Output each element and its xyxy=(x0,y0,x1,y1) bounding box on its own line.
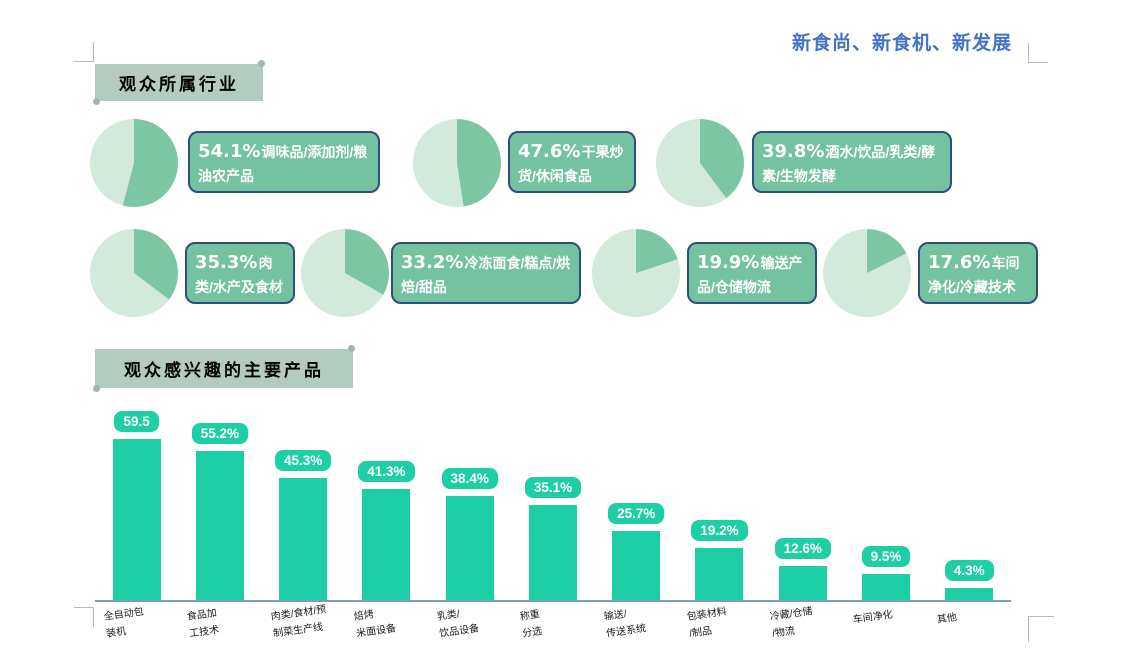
category-label-cell-9: 车间净化 xyxy=(844,609,927,643)
bar-value-badge: 38.4% xyxy=(441,468,498,490)
industry-pie-6 xyxy=(823,229,911,317)
bar-value-badge: 12.6% xyxy=(774,538,831,559)
bar-column-6: 25.7% xyxy=(595,502,678,600)
bar xyxy=(445,496,494,600)
industry-callout-2: 39.8%酒水/饮品/乳类/酵素/生物发酵 xyxy=(752,131,952,193)
text-boundary-mark-top-right xyxy=(1028,43,1048,63)
bar-column-5: 35.1% xyxy=(511,477,594,600)
industry-percent-value: 33.2% xyxy=(401,252,464,273)
bar-value-badge: 35.1% xyxy=(524,477,582,499)
category-label-cell-4: 乳类/ 饮品设备 xyxy=(428,609,511,643)
industry-percent-value: 47.6% xyxy=(518,141,581,162)
bar xyxy=(778,566,827,600)
category-label-cell-5: 称重 分选 xyxy=(511,609,594,643)
category-label: 乳类/ 饮品设备 xyxy=(436,608,480,640)
industry-pie-5 xyxy=(592,229,680,317)
category-label: 全自动包 装机 xyxy=(103,606,145,640)
bar-value-badge: 25.7% xyxy=(608,502,665,524)
industry-label: 肉类/水产及食材 xyxy=(195,255,283,295)
page-slogan: 新食尚、新食机、新发展 xyxy=(791,33,1012,54)
category-label: 冷藏/仓储 /物流 xyxy=(769,606,814,640)
industry-label: 酒水/饮品/乳类/酵素/生物发酵 xyxy=(762,144,936,184)
products-bar-chart: 59.5 55.2% 45.3% 41.3% 38.4% 35.1% 25.7% 19.2% 1… xyxy=(95,398,1011,643)
category-label-cell-1: 食品加 工技术 xyxy=(178,608,261,643)
bar-column-10: 4.3% xyxy=(928,560,1011,600)
category-label-cell-6: 输送/ 传送系统 xyxy=(595,609,678,643)
industry-percent-value: 39.8% xyxy=(762,141,825,162)
industry-pie-2 xyxy=(656,119,744,207)
industry-callout-4: 33.2%冷冻面食/糕点/烘焙/甜品 xyxy=(391,242,581,304)
category-label: 车间净化 xyxy=(852,609,894,626)
bar xyxy=(612,530,661,600)
industry-label: 输送产品/仓储物流 xyxy=(697,255,803,295)
industry-percent-value: 54.1% xyxy=(198,141,261,162)
category-label-cell-0: 全自动包 装机 xyxy=(95,606,178,643)
section-header-products: 观众感兴趣的主要产品 xyxy=(93,345,355,392)
industry-callout-0: 54.1%调味品/添加剂/粮油农产品 xyxy=(188,131,380,193)
bar xyxy=(112,439,161,600)
industry-label: 调味品/添加剂/粮油农产品 xyxy=(198,144,368,184)
bar-value-badge: 45.3% xyxy=(275,449,332,471)
industry-percent-value: 19.9% xyxy=(697,252,760,273)
text-boundary-mark-bottom-left xyxy=(74,607,94,627)
industry-callout-6: 17.6%车间净化/冷藏技术 xyxy=(918,242,1038,304)
bar-column-4: 38.4% xyxy=(428,468,511,600)
category-label: 食品加 工技术 xyxy=(186,607,221,640)
bar-column-9: 9.5% xyxy=(844,546,927,600)
industry-percent-value: 17.6% xyxy=(928,252,991,273)
bar-value-badge: 41.3% xyxy=(358,460,415,482)
bar-column-3: 41.3% xyxy=(345,460,428,600)
category-label-cell-8: 冷藏/仓储 /物流 xyxy=(761,606,844,643)
bar-chart-plot-area: 59.5 55.2% 45.3% 41.3% 38.4% 35.1% 25.7% 19.2% 1… xyxy=(95,398,1011,602)
bar-value-badge: 59.5 xyxy=(114,411,159,433)
section-header-industry-label: 观众所属行业 xyxy=(119,75,239,95)
industry-label: 干果炒货/休闲食品 xyxy=(518,144,624,184)
category-label: 焙烤 米面设备 xyxy=(353,609,397,640)
category-label-cell-3: 焙烤 米面设备 xyxy=(345,609,428,643)
bar xyxy=(695,548,744,600)
category-label-cell-7: 包装材料 /制品 xyxy=(678,606,761,643)
category-label-cell-10: 其他 xyxy=(928,610,1011,643)
bar-chart-category-axis: 全自动包 装机 食品加 工技术 肉类/食材/预 制菜生产线 焙烤 米面设备 乳类/ 饮品… xyxy=(95,604,1011,643)
text-boundary-mark-bottom-right xyxy=(1028,616,1054,642)
industry-percent-value: 35.3% xyxy=(195,252,258,273)
bar xyxy=(279,477,328,600)
bar-value-badge: 9.5% xyxy=(861,546,911,568)
bar-column-1: 55.2% xyxy=(178,423,261,600)
category-label: 肉类/食材/预 制菜生产线 xyxy=(269,604,327,640)
industry-callout-1: 47.6%干果炒货/休闲食品 xyxy=(508,131,636,193)
bar-column-2: 45.3% xyxy=(262,449,345,600)
bar-value-badge: 4.3% xyxy=(944,560,994,582)
section-header-products-label: 观众感兴趣的主要产品 xyxy=(124,361,324,381)
industry-label: 车间净化/冷藏技术 xyxy=(928,255,1020,295)
category-label: 称重 分选 xyxy=(519,609,544,640)
category-label: 包装材料 /制品 xyxy=(686,606,728,640)
industry-pie-4 xyxy=(301,229,389,317)
bar-column-7: 19.2% xyxy=(678,520,761,600)
industry-callout-3: 35.3%肉类/水产及食材 xyxy=(185,242,295,304)
category-label: 输送/ 传送系统 xyxy=(602,608,647,640)
category-label: 其他 xyxy=(935,612,958,626)
bar-column-8: 12.6% xyxy=(761,538,844,600)
bar-column-0: 59.5 xyxy=(95,411,178,600)
text-boundary-mark-top-left xyxy=(74,42,94,62)
bar-value-badge: 55.2% xyxy=(191,423,249,444)
section-header-industry: 观众所属行业 xyxy=(93,60,265,105)
category-label-cell-2: 肉类/食材/预 制菜生产线 xyxy=(262,604,345,643)
bar xyxy=(862,574,911,600)
industry-label: 冷冻面食/糕点/烘焙/甜品 xyxy=(401,255,571,295)
bar xyxy=(945,588,994,600)
bar xyxy=(362,488,411,600)
bar xyxy=(528,505,577,600)
bar-value-badge: 19.2% xyxy=(691,520,748,542)
industry-callout-5: 19.9%输送产品/仓储物流 xyxy=(687,242,817,304)
industry-pie-1 xyxy=(413,119,501,207)
industry-pie-0 xyxy=(90,119,178,207)
bar xyxy=(195,451,244,600)
industry-pie-3 xyxy=(90,229,178,317)
